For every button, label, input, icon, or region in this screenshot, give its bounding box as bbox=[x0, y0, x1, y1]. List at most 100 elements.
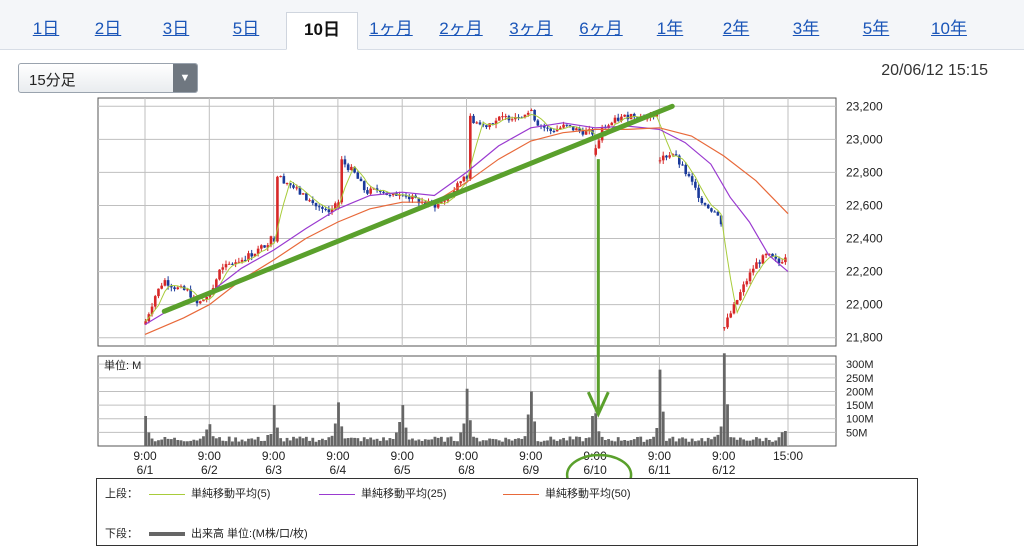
volume-bar bbox=[433, 436, 437, 446]
y-tick-label: 22,400 bbox=[846, 232, 883, 246]
tab-period-0[interactable]: 1日 bbox=[32, 19, 60, 38]
candle-body bbox=[739, 292, 742, 301]
candle-body bbox=[231, 263, 234, 265]
volume-bar bbox=[362, 437, 366, 446]
candle-body bbox=[157, 288, 160, 297]
volume-bar bbox=[282, 441, 286, 446]
candle-body bbox=[726, 317, 729, 328]
volume-bar bbox=[578, 436, 582, 446]
tab-period-12[interactable]: 5年 bbox=[862, 19, 890, 38]
candle-body bbox=[777, 258, 781, 264]
candle-body bbox=[356, 172, 360, 179]
volume-bar bbox=[439, 436, 443, 446]
candle-body bbox=[485, 125, 488, 128]
volume-bar bbox=[349, 437, 353, 446]
candle-body bbox=[308, 200, 311, 202]
candle-body bbox=[314, 203, 318, 207]
volume-bar bbox=[523, 436, 527, 446]
x-tick-time: 9:00 bbox=[455, 449, 479, 463]
volume-bar bbox=[636, 436, 639, 446]
volume-bar bbox=[462, 423, 466, 446]
candle-body bbox=[713, 211, 716, 213]
volume-bar bbox=[247, 438, 250, 446]
candle-body bbox=[690, 176, 694, 182]
volume-bar bbox=[179, 440, 183, 446]
volume-bar bbox=[632, 439, 636, 446]
candle-body bbox=[536, 120, 540, 126]
candle-body bbox=[301, 193, 305, 195]
volume-bar bbox=[443, 441, 447, 446]
candle-body bbox=[780, 262, 784, 264]
candle-body bbox=[186, 289, 189, 291]
volume-bar bbox=[427, 439, 430, 446]
tab-period-13[interactable]: 10年 bbox=[931, 19, 967, 38]
volume-bar bbox=[533, 421, 537, 446]
candle-body bbox=[282, 176, 286, 184]
candle-body bbox=[404, 195, 408, 197]
tab-period-11[interactable]: 3年 bbox=[792, 19, 820, 38]
volume-bar bbox=[414, 440, 418, 446]
interval-select[interactable]: 15分足 ▼ bbox=[18, 63, 198, 93]
volume-bar bbox=[227, 436, 231, 446]
volume-bar bbox=[253, 439, 257, 446]
volume-bar bbox=[513, 438, 517, 446]
volume-bar bbox=[703, 441, 707, 446]
tab-period-7[interactable]: 3ヶ月 bbox=[509, 19, 553, 38]
volume-bar bbox=[208, 424, 212, 446]
tab-period-1[interactable]: 2日 bbox=[94, 19, 122, 38]
tab-period-3[interactable]: 5日 bbox=[232, 19, 260, 38]
tab-period-9[interactable]: 1年 bbox=[656, 19, 684, 38]
volume-unit-label: 単位: M bbox=[104, 358, 141, 372]
tab-period-2[interactable]: 3日 bbox=[162, 19, 190, 38]
volume-bar bbox=[359, 441, 363, 446]
candle-body bbox=[684, 164, 688, 175]
volume-bar bbox=[385, 440, 389, 446]
tab-period-8[interactable]: 6ヶ月 bbox=[579, 19, 623, 38]
y-tick-label: 22,600 bbox=[846, 198, 883, 212]
volume-bar bbox=[501, 441, 504, 446]
candle-body bbox=[732, 304, 736, 314]
candle-body bbox=[353, 166, 356, 173]
candle-body bbox=[613, 117, 617, 123]
candle-body bbox=[311, 200, 315, 204]
volume-bar bbox=[398, 422, 401, 446]
candle-body bbox=[350, 166, 353, 171]
volume-bar bbox=[558, 439, 562, 446]
candle-body bbox=[751, 268, 755, 273]
candle-body bbox=[703, 203, 707, 205]
volume-bar bbox=[256, 436, 260, 446]
tab-period-5[interactable]: 1ヶ月 bbox=[369, 19, 413, 38]
volume-bar bbox=[536, 441, 540, 446]
candle-body bbox=[758, 262, 761, 264]
candle-body bbox=[295, 187, 299, 189]
candle-body bbox=[719, 215, 723, 225]
candle-body bbox=[597, 140, 601, 149]
volume-bar bbox=[565, 440, 569, 446]
volume-bar bbox=[301, 438, 305, 446]
legend-sma25: 単純移動平均(25) bbox=[319, 485, 447, 501]
candle-body bbox=[552, 130, 556, 132]
tab-period-6[interactable]: 2ヶ月 bbox=[439, 19, 483, 38]
candle-body bbox=[565, 124, 569, 126]
candle-body bbox=[555, 128, 559, 132]
candle-body bbox=[388, 194, 392, 196]
volume-bar bbox=[587, 437, 591, 446]
volume-bar bbox=[259, 440, 263, 446]
volume-bar bbox=[266, 434, 270, 446]
volume-bar bbox=[758, 438, 762, 446]
tab-period-4[interactable]: 10日 bbox=[286, 12, 358, 50]
volume-bar bbox=[484, 440, 488, 446]
candle-body bbox=[285, 182, 289, 184]
candle-body bbox=[359, 178, 363, 182]
candle-body bbox=[292, 185, 295, 188]
legend-volume-swatch bbox=[149, 532, 185, 537]
tab-period-10[interactable]: 2年 bbox=[722, 19, 750, 38]
x-tick-time: 9:00 bbox=[519, 449, 543, 463]
candle-body bbox=[189, 289, 192, 298]
volume-bar bbox=[375, 438, 379, 446]
volume-bar bbox=[603, 440, 607, 446]
candle-body bbox=[330, 209, 334, 213]
volume-bar bbox=[642, 441, 646, 446]
volume-bar bbox=[771, 441, 774, 446]
x-tick-date: 6/2 bbox=[201, 463, 218, 477]
